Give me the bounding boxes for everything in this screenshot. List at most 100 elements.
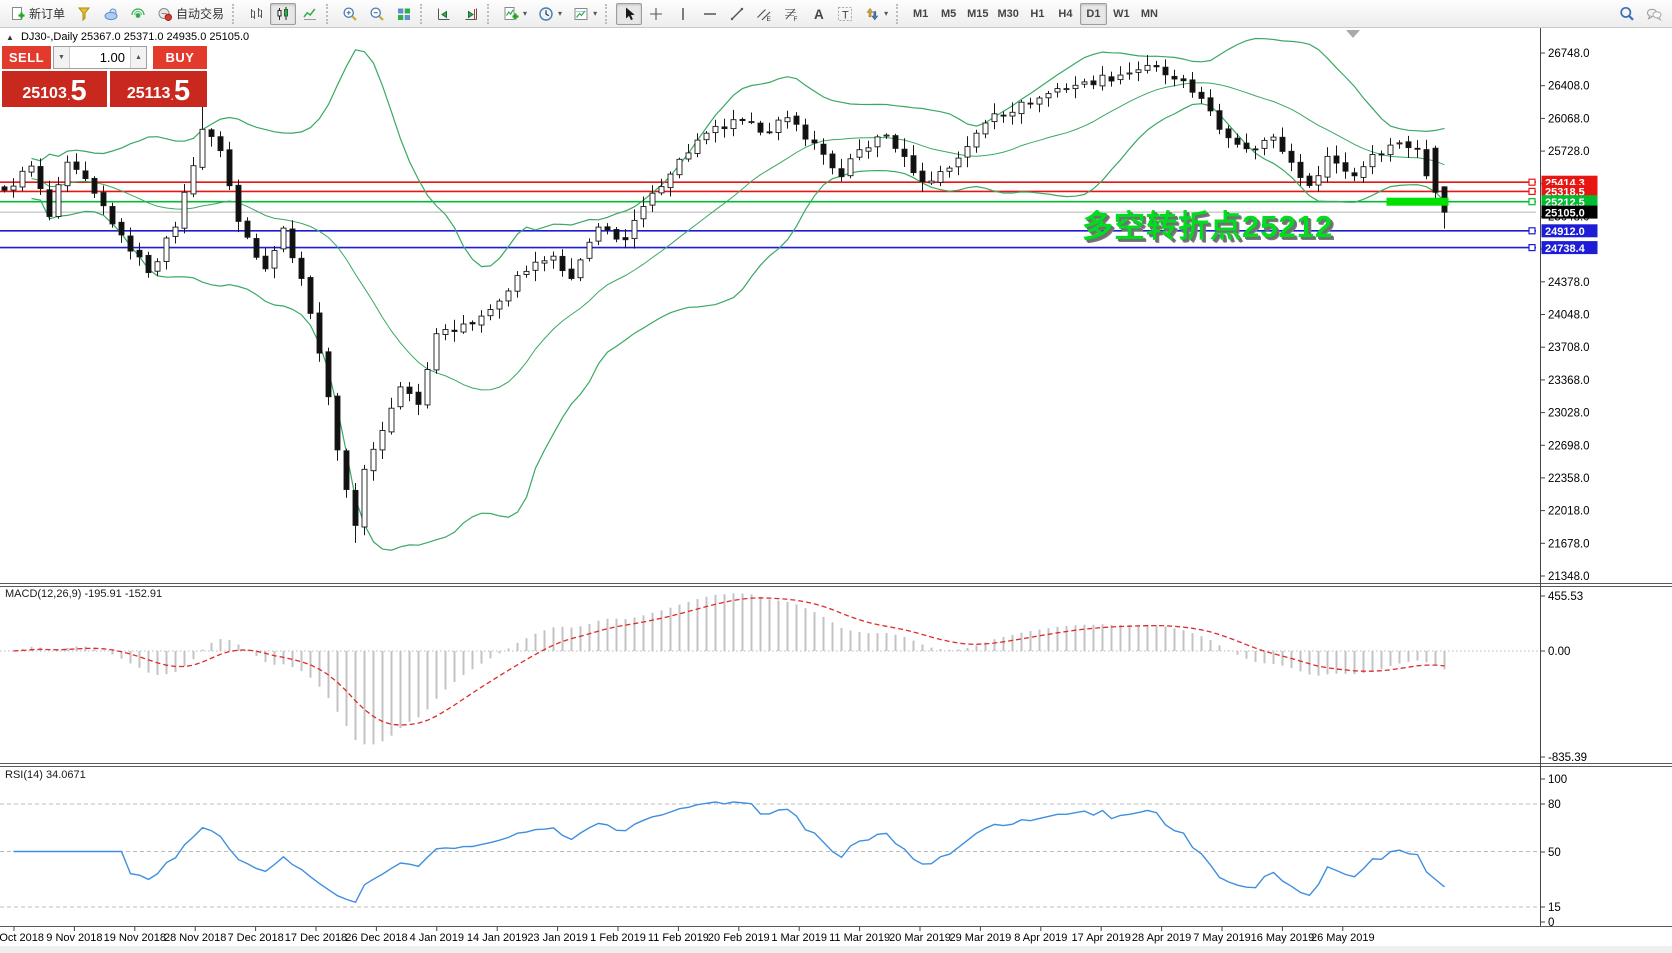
chat-icon — [1646, 8, 1662, 21]
line-handle[interactable] — [1528, 198, 1536, 206]
volume-down-button[interactable]: ▼ — [54, 47, 70, 68]
community-chat-button[interactable] — [1641, 3, 1667, 25]
toolbar-drag-handle[interactable] — [326, 3, 332, 24]
horizontal-line-button[interactable] — [697, 3, 723, 25]
highlight-rectangle-object[interactable] — [1386, 197, 1449, 206]
macd-label: MACD(12,26,9) -195.91 -152.91 — [5, 588, 163, 600]
zoom-in-button[interactable] — [337, 3, 363, 25]
timeframe-mn[interactable]: MN — [1140, 7, 1158, 20]
candle-body — [37, 166, 44, 190]
market-watch-button[interactable] — [98, 3, 124, 25]
buy-button[interactable]: BUY — [153, 46, 207, 69]
svg-text:T: T — [842, 9, 849, 21]
candle-body — [451, 329, 458, 332]
main-toolbar: 新订单 自动交易 ▾ ▾ ▾ E F A T ▾ M1 M5 M15 M30 H1 H4 D1 W1 MN — [0, 0, 1672, 28]
sell-button[interactable]: SELL — [2, 46, 51, 69]
candle-body — [892, 135, 899, 149]
chevron-down-icon[interactable]: ▾ — [523, 9, 528, 18]
price-line-label: 24912.0 — [1541, 224, 1598, 238]
channel-button[interactable]: E — [751, 3, 777, 25]
autotrade-button[interactable]: 自动交易 — [152, 3, 229, 25]
chart-shift-button[interactable] — [458, 3, 484, 25]
templates-button[interactable]: ▾ — [568, 3, 602, 25]
chevron-down-icon[interactable]: ▾ — [593, 9, 598, 18]
crosshair-button[interactable] — [643, 3, 669, 25]
timeframe-h1[interactable]: H1 — [1030, 7, 1045, 20]
candle-body — [847, 158, 854, 177]
collapse-icon[interactable]: ▲ — [6, 33, 14, 42]
line-handle[interactable] — [1528, 187, 1536, 195]
timeframe-d1[interactable]: D1 — [1079, 2, 1107, 25]
svg-text:E: E — [767, 16, 772, 22]
volume-up-button[interactable]: ▲ — [130, 47, 146, 68]
price-tick-label: 24378.0 — [1548, 277, 1590, 289]
cursor-button[interactable] — [616, 2, 643, 25]
search-icon — [1620, 6, 1634, 21]
toolbar-drag-handle[interactable] — [420, 3, 426, 24]
bar-chart-button[interactable] — [243, 3, 269, 25]
volume-input[interactable]: 1.00 — [99, 50, 125, 65]
toolbar-drag-handle[interactable] — [605, 3, 611, 24]
macd-tick-label: -835.39 — [1548, 752, 1587, 764]
arrows-button[interactable]: ▾ — [859, 3, 893, 25]
data-folder-button[interactable] — [71, 3, 97, 25]
macd-pane[interactable] — [0, 593, 1540, 745]
candles-icon — [277, 6, 289, 20]
line-chart-button[interactable] — [297, 3, 323, 25]
main-price-pane[interactable] — [0, 37, 1536, 551]
candle-body — [1180, 78, 1187, 82]
timeframe-w1[interactable]: W1 — [1113, 7, 1130, 20]
vertical-line-button[interactable] — [670, 3, 696, 25]
toolbar-drag-handle[interactable] — [232, 3, 238, 24]
price-tick-label: 24048.0 — [1548, 310, 1590, 322]
fibonacci-button[interactable]: F — [778, 3, 804, 25]
candle-body — [163, 237, 170, 262]
date-tick-label: 14 Jan 2019 — [467, 932, 528, 944]
text-label-button[interactable]: T — [832, 3, 858, 25]
new-order-button[interactable]: 新订单 — [5, 3, 70, 25]
candle-body — [946, 167, 953, 172]
timeframe-m5[interactable]: M5 — [940, 7, 957, 20]
candle-body — [865, 147, 872, 152]
toolbar-drag-handle[interactable] — [896, 3, 902, 24]
candle-body — [1216, 110, 1223, 130]
rsi-pane[interactable] — [0, 801, 1540, 908]
candle-body — [856, 149, 863, 158]
candle-body — [910, 155, 917, 174]
indicators-button[interactable]: ▾ — [498, 3, 532, 25]
candle-body — [1432, 147, 1439, 193]
signals-button[interactable] — [125, 3, 151, 25]
zoom-out-button[interactable] — [364, 3, 390, 25]
timeframe-m1[interactable]: M1 — [912, 7, 929, 20]
candlestick-chart-button[interactable] — [270, 2, 297, 25]
chart-shift-marker[interactable] — [1346, 30, 1360, 38]
search-button[interactable] — [1614, 3, 1640, 25]
toolbar-drag-handle[interactable] — [487, 3, 493, 24]
line-handle[interactable] — [1528, 244, 1536, 252]
candle-body — [433, 333, 440, 371]
candle-body — [721, 126, 728, 130]
macd-signal-line — [13, 597, 1445, 726]
tile-icon — [398, 8, 411, 20]
price-tick-label: 23708.0 — [1548, 342, 1590, 354]
tile-windows-button[interactable] — [391, 3, 417, 25]
annotation-text[interactable]: 多空转折点25212 — [1082, 209, 1334, 244]
buy-price-button[interactable]: 25113. 5 — [110, 71, 207, 107]
timeframe-h4[interactable]: H4 — [1058, 7, 1073, 20]
timeframe-m30[interactable]: M30 — [997, 7, 1019, 20]
chevron-down-icon[interactable]: ▾ — [558, 9, 563, 18]
rsi-label: RSI(14) 34.0671 — [5, 769, 86, 781]
text-button[interactable]: A — [805, 3, 831, 25]
line-handle[interactable] — [1528, 227, 1536, 235]
sell-price-button[interactable]: 25103. 5 — [2, 71, 107, 107]
auto-scroll-button[interactable] — [431, 3, 457, 25]
candle-body — [919, 170, 926, 183]
chevron-down-icon[interactable]: ▾ — [884, 9, 889, 18]
trendline-button[interactable] — [724, 3, 750, 25]
line-handle[interactable] — [1528, 178, 1536, 186]
candle-body — [667, 173, 674, 189]
timeframe-m15[interactable]: M15 — [967, 7, 989, 20]
periods-button[interactable]: ▾ — [533, 3, 567, 25]
price-tick-label: 22358.0 — [1548, 473, 1590, 485]
